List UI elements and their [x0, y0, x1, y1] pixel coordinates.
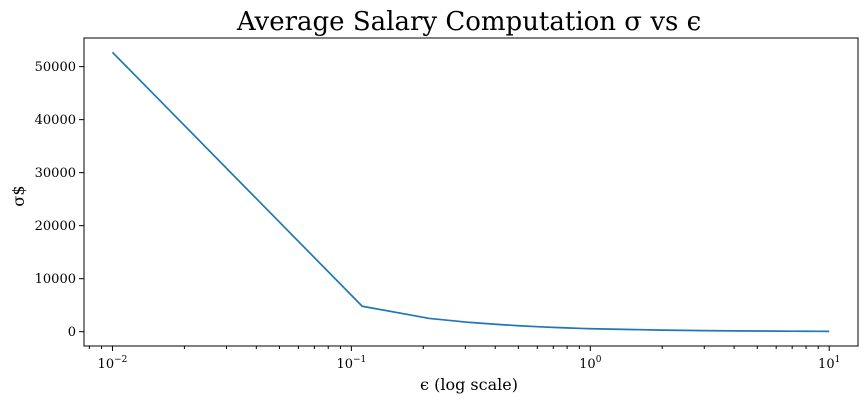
y-tick-label-1: 10000 — [35, 272, 76, 287]
x-tick-label-1: 10−1 — [336, 355, 366, 372]
y-tick-label-2: 20000 — [35, 219, 76, 234]
chart-title: Average Salary Computation σ vs ϵ — [236, 7, 701, 37]
y-tick-label-4: 40000 — [35, 113, 76, 128]
plot-frame — [83, 37, 859, 347]
plot-area: 10−2 10−1 100 101 0 10000 20000 30000 40000 50000 — [35, 37, 859, 372]
series-line-0 — [111, 51, 830, 333]
x-tick-label-3: 101 — [818, 355, 840, 372]
x-tick-label-0: 10−2 — [98, 355, 128, 372]
x-axis-label: ϵ (log scale) — [420, 375, 518, 394]
y-axis-label: σ$ — [9, 185, 28, 206]
y-tick-label-3: 30000 — [35, 166, 76, 181]
y-tick-label-5: 50000 — [35, 60, 76, 75]
y-tick-label-0: 0 — [68, 325, 76, 340]
x-tick-label-2: 100 — [579, 355, 602, 372]
